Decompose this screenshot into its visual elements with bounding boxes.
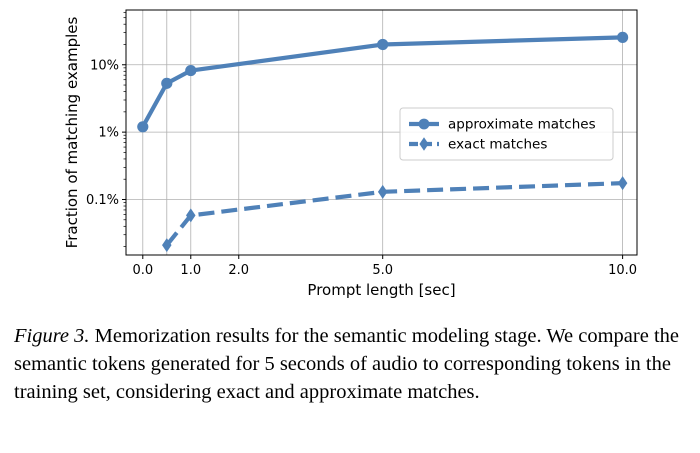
y-axis-label: Fraction of matching examples bbox=[63, 16, 81, 248]
data-point-circle bbox=[185, 64, 197, 77]
x-tick-label: 0.0 bbox=[132, 263, 153, 278]
legend-entry: exact matches bbox=[409, 137, 547, 153]
x-tick-label: 5.0 bbox=[372, 263, 393, 278]
legend-marker bbox=[418, 118, 430, 130]
data-point-diamond bbox=[617, 176, 628, 191]
y-axis-ticks: 0.1% 1% 10% bbox=[86, 11, 126, 247]
figure-label: Figure 3. bbox=[14, 325, 90, 347]
legend-box bbox=[399, 107, 614, 161]
legend-marker bbox=[419, 137, 429, 151]
data-point-circle bbox=[617, 31, 629, 43]
x-axis-ticks: 0.0 1.0 2.0 5.0 10.0 bbox=[132, 255, 637, 278]
legend-entry: approximate matches bbox=[409, 117, 596, 133]
series-line bbox=[165, 181, 623, 247]
y-tick-label: 10% bbox=[90, 58, 119, 73]
caption-text: Memorization results for the semantic mo… bbox=[14, 325, 679, 403]
x-tick-label: 1.0 bbox=[180, 263, 201, 278]
grid-lines bbox=[126, 10, 637, 255]
data-point-diamond bbox=[186, 208, 196, 223]
series-approximate-matches bbox=[137, 31, 629, 133]
x-tick-label: 2.0 bbox=[228, 263, 249, 278]
data-point-circle bbox=[137, 121, 149, 133]
y-tick-label: 0.1% bbox=[86, 193, 119, 208]
data-point-diamond bbox=[162, 238, 172, 253]
series-layer bbox=[137, 31, 629, 253]
legend-label: exact matches bbox=[448, 137, 547, 153]
data-point-diamond bbox=[377, 184, 388, 199]
y-tick-label: 1% bbox=[98, 126, 119, 141]
figure-caption: Figure 3. Memorization results for the s… bbox=[14, 322, 694, 406]
memorization-chart: 0.0 1.0 2.0 5.0 10.0 0.1% 1% 10% Prompt length… bbox=[63, 9, 638, 299]
legend: approximate matches exact matches bbox=[399, 107, 614, 161]
x-axis-label: Prompt length [sec] bbox=[307, 281, 455, 299]
data-point-circle bbox=[377, 38, 389, 51]
series-exact-matches bbox=[162, 176, 628, 253]
data-point-circle bbox=[161, 77, 173, 89]
legend-label: approximate matches bbox=[448, 117, 596, 133]
x-tick-label: 10.0 bbox=[608, 263, 637, 278]
